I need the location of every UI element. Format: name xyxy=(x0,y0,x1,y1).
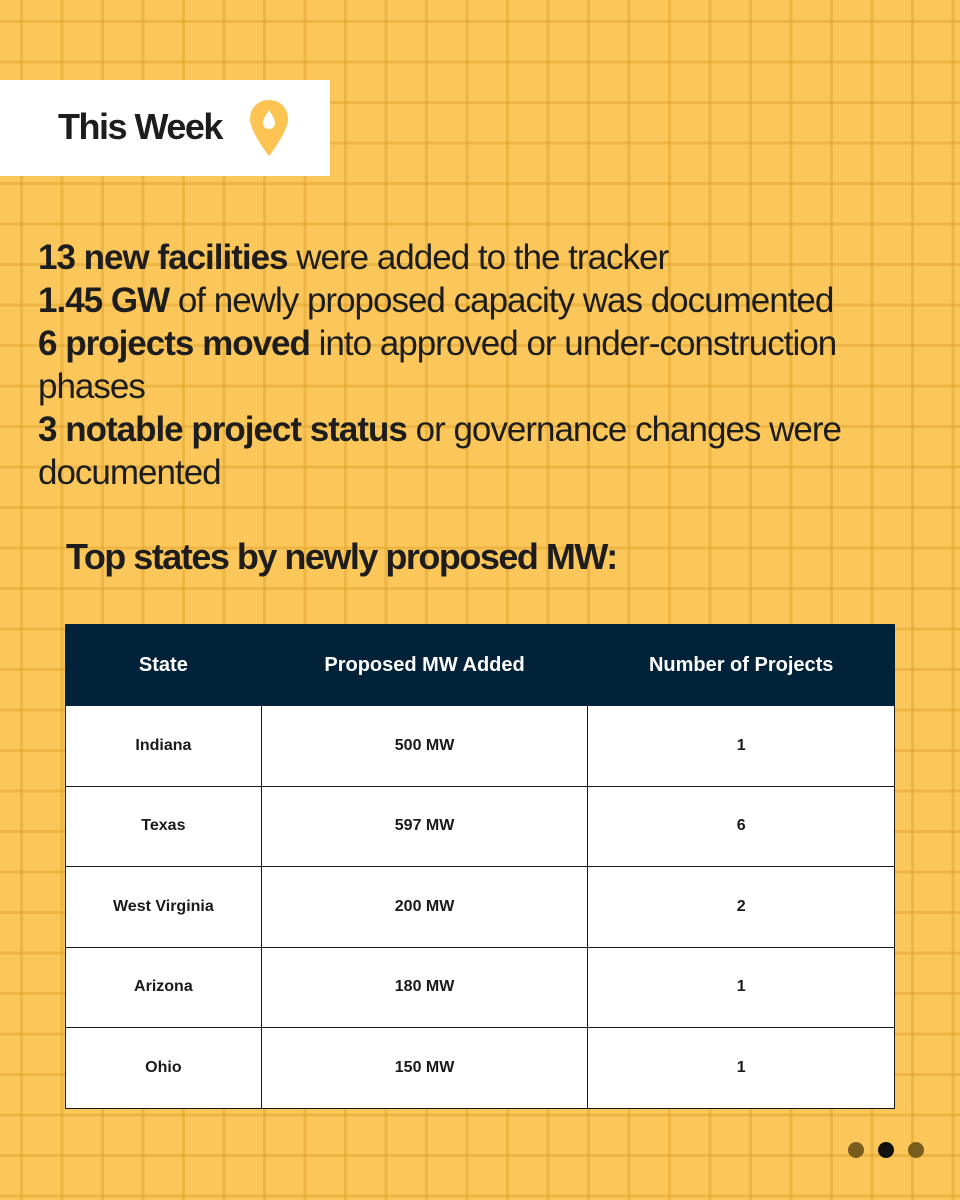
cell-state: Texas xyxy=(65,785,262,867)
cell-state: Arizona xyxy=(65,946,262,1028)
cell-projects: 1 xyxy=(587,946,895,1028)
table-header-row: State Proposed MW Added Number of Projec… xyxy=(65,624,895,706)
stat-projects-moved: 6 projects moved into approved or under-… xyxy=(38,324,837,406)
cell-projects: 6 xyxy=(587,785,895,867)
map-pin-icon xyxy=(250,100,288,156)
header-state: State xyxy=(65,624,262,706)
page-dot[interactable] xyxy=(908,1142,924,1158)
table-row: Indiana 500 MW 1 xyxy=(65,705,895,787)
cell-state: Ohio xyxy=(65,1027,262,1109)
cell-projects: 1 xyxy=(587,705,895,787)
cell-state: West Virginia xyxy=(65,866,262,948)
cell-state: Indiana xyxy=(65,705,262,787)
stat-facilities: 13 new facilities were added to the trac… xyxy=(38,238,669,277)
cell-projects: 1 xyxy=(587,1027,895,1109)
page-dot-active[interactable] xyxy=(878,1142,894,1158)
table-title: Top states by newly proposed MW: xyxy=(66,536,618,577)
page-dot[interactable] xyxy=(848,1142,864,1158)
table-row: Arizona 180 MW 1 xyxy=(65,946,895,1028)
pagination-dots xyxy=(848,1142,924,1158)
header-proposed-mw: Proposed MW Added xyxy=(260,624,589,706)
section-title: This Week xyxy=(58,106,223,147)
cell-mw: 597 MW xyxy=(260,785,589,867)
cell-projects: 2 xyxy=(587,866,895,948)
table-row: Ohio 150 MW 1 xyxy=(65,1027,895,1109)
weekly-stats: 13 new facilities were added to the trac… xyxy=(38,236,918,494)
stat-status-changes: 3 notable project status or governance c… xyxy=(38,410,842,492)
states-table: State Proposed MW Added Number of Projec… xyxy=(65,624,895,1109)
cell-mw: 500 MW xyxy=(260,705,589,787)
cell-mw: 150 MW xyxy=(260,1027,589,1109)
table-row: Texas 597 MW 6 xyxy=(65,785,895,867)
stat-capacity: 1.45 GW of newly proposed capacity was d… xyxy=(38,281,834,320)
cell-mw: 180 MW xyxy=(260,946,589,1028)
table-row: West Virginia 200 MW 2 xyxy=(65,866,895,948)
header-number-of-projects: Number of Projects xyxy=(587,624,895,706)
cell-mw: 200 MW xyxy=(260,866,589,948)
